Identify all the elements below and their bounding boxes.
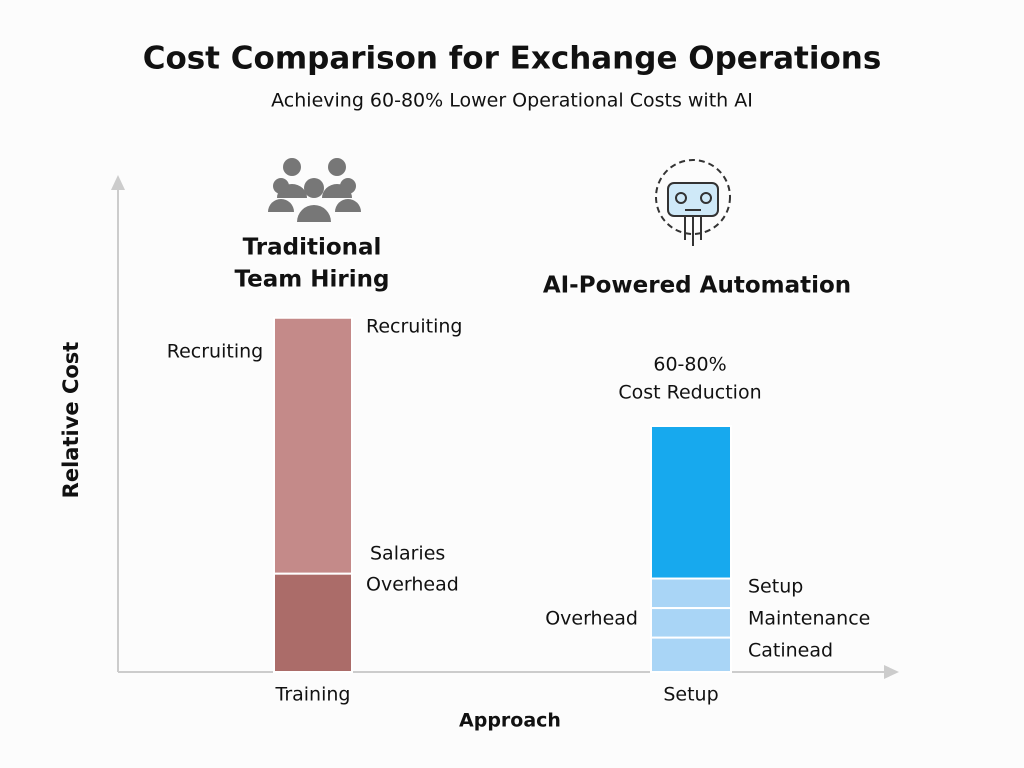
x-tick-label: Setup	[663, 684, 718, 706]
annotation: Recruiting	[167, 341, 263, 363]
annotation: Overhead	[366, 574, 459, 596]
robot-icon	[655, 159, 731, 246]
annotation: Setup	[748, 576, 803, 598]
chart-title: Cost Comparison for Exchange Operations	[143, 41, 882, 77]
bar-segment	[650, 425, 732, 580]
bar-segment	[273, 316, 353, 575]
bar-segment	[273, 572, 353, 673]
annotation: Salaries	[370, 543, 445, 565]
x-axis-arrow	[884, 665, 899, 679]
x-axis-label: Approach	[459, 710, 561, 732]
annotation: Overhead	[545, 608, 638, 630]
y-axis-label: Relative Cost	[59, 342, 83, 499]
annotation: 60-80%	[653, 354, 726, 376]
group-title: Team Hiring	[235, 267, 390, 293]
group-title: AI-Powered Automation	[543, 273, 851, 299]
annotation: Cost Reduction	[618, 382, 761, 404]
people-icon	[268, 158, 361, 222]
group-title: Traditional	[243, 235, 382, 261]
bar-segment	[650, 607, 732, 639]
annotation: Catinead	[748, 640, 833, 662]
bar-segment	[650, 636, 732, 673]
chart-subtitle: Achieving 60-80% Lower Operational Costs…	[271, 90, 753, 112]
x-tick-label: Training	[275, 684, 351, 706]
annotation: Recruiting	[366, 316, 462, 338]
y-axis-arrow	[111, 175, 125, 190]
annotation: Maintenance	[748, 608, 870, 630]
bar-segment	[650, 577, 732, 610]
